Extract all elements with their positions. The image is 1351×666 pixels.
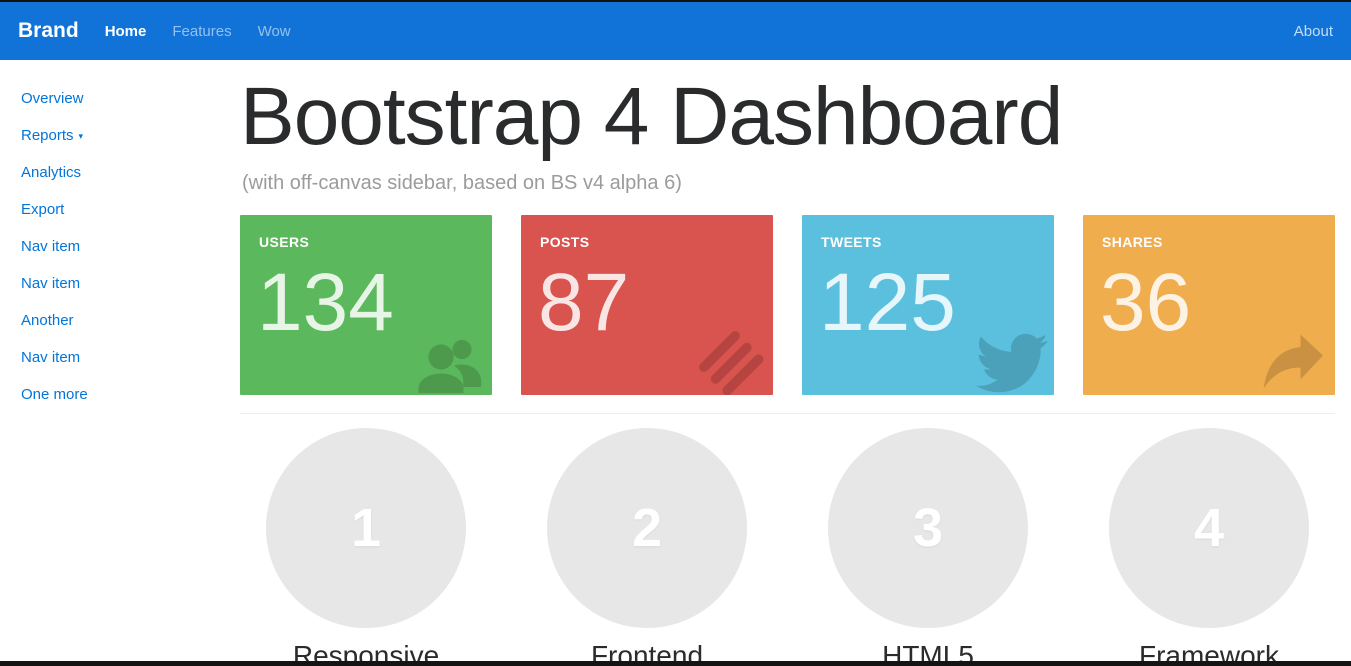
nav-item-wow[interactable]: Wow [257,22,291,40]
sidebar-item-reports[interactable]: Reports ▾ [21,117,240,154]
stat-card-label: SHARES [1102,234,1163,251]
feature-circle: 1 [266,428,466,629]
feature-number: 4 [1193,498,1225,559]
feature-number: 1 [350,498,382,559]
feature-circle: 4 [1109,428,1309,629]
stat-card-users: USERS 134 [240,215,492,396]
stat-card-posts: POSTS 87 [521,215,773,396]
twitter-icon [976,327,1048,395]
feature-number: 2 [631,498,663,559]
stat-card-value: 87 [538,257,630,349]
nav-item-features[interactable]: Features [172,22,232,40]
content-divider [240,413,1335,415]
page-subtitle: (with off-canvas sidebar, based on BS v4… [242,172,682,195]
feature-html5: 3 HTML5 [802,428,1054,666]
chevron-down-icon: ▾ [78,130,84,141]
stat-card-label: TWEETS [821,234,882,251]
feature-responsive: 1 Responsive [240,428,492,666]
stat-card-shares: SHARES 36 [1083,215,1335,396]
feature-framework: 4 Framework [1083,428,1335,666]
share-icon [1257,327,1329,395]
sidebar-item-analytics[interactable]: Analytics [21,164,82,181]
feature-circle: 2 [547,428,747,629]
page-title: Bootstrap 4 Dashboard [240,71,1063,162]
sidebar-item-export[interactable]: Export [21,201,65,218]
stat-card-label: USERS [259,234,310,251]
sidebar-item-overview[interactable]: Overview [21,90,84,107]
stat-cards-row: USERS 134 POSTS 87 [240,215,1335,396]
brand-link[interactable]: Brand [18,19,79,42]
sidebar-nav: Overview Reports ▾ Analytics Export Nav i… [0,60,240,666]
sidebar-item-another[interactable]: Another [21,312,74,329]
posts-icon [695,327,767,396]
sidebar-item-one-more[interactable]: One more [21,386,88,403]
feature-circle: 3 [828,428,1028,629]
sidebar-item-label: Reports [21,127,74,144]
stat-card-label: POSTS [540,234,590,251]
feature-number: 3 [912,498,944,559]
feature-circles-row: 1 Responsive 2 Frontend 3 HTML5 4 [240,428,1335,666]
window-bottom-edge [0,661,1351,666]
main-content: Bootstrap 4 Dashboard (with off-canvas s… [240,60,1351,666]
nav-item-about[interactable]: About [1293,22,1333,40]
stat-card-value: 125 [819,257,956,349]
navbar-links: Home Features Wow [105,23,291,40]
sidebar-item-nav-1[interactable]: Nav item [21,238,81,255]
stat-card-tweets: TWEETS 125 [802,215,1054,396]
navbar-right: About [1294,23,1333,40]
sidebar-item-nav-3[interactable]: Nav item [21,349,81,366]
nav-item-home[interactable]: Home [104,22,147,40]
sidebar-item-nav-2[interactable]: Nav item [21,275,81,292]
users-icon [414,327,486,395]
feature-frontend: 2 Frontend [521,428,773,666]
top-navbar: Brand Home Features Wow About [0,2,1351,60]
stat-card-value: 36 [1100,257,1192,349]
stat-card-value: 134 [257,257,394,349]
